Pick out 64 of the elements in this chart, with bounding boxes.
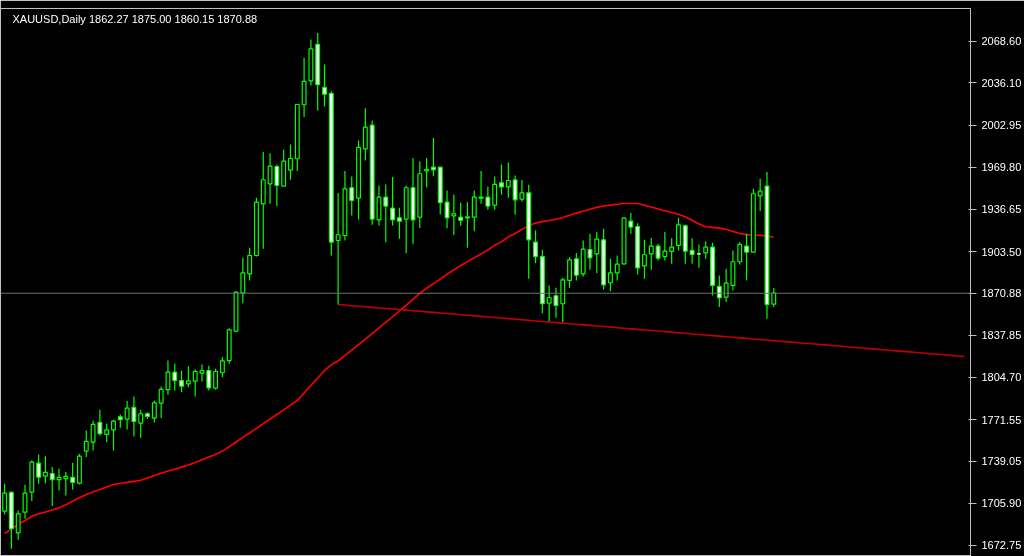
candlestick xyxy=(15,509,21,541)
candlestick xyxy=(179,369,185,393)
candlestick xyxy=(533,229,538,264)
ref-line-label: 1870.88 xyxy=(981,287,1022,300)
candlestick xyxy=(349,175,355,217)
candlestick xyxy=(614,254,620,282)
candlestick xyxy=(172,363,178,392)
line-series xyxy=(3,202,775,535)
y-tick-label: 1705.90 xyxy=(981,497,1022,510)
candlestick xyxy=(22,484,28,520)
y-tick-label: 1672.75 xyxy=(981,539,1022,552)
candlestick xyxy=(396,207,402,240)
candlestick xyxy=(390,176,396,227)
candlestick xyxy=(716,274,722,308)
candlestick xyxy=(458,202,464,227)
y-tick-label: 2068.60 xyxy=(981,35,1022,48)
candlestick xyxy=(219,356,225,378)
candlestick xyxy=(322,63,327,108)
y-tick-label: 1903.50 xyxy=(981,245,1022,258)
y-tick-label: 1837.85 xyxy=(981,329,1022,342)
candlestick xyxy=(648,237,654,271)
candlestick xyxy=(737,241,743,266)
candlestick xyxy=(288,143,293,181)
candlestick xyxy=(471,189,477,232)
candlestick xyxy=(185,365,191,388)
y-tick-label: 2036.10 xyxy=(981,76,1022,89)
candlestick xyxy=(42,455,48,484)
candlestick xyxy=(689,237,695,265)
candlestick xyxy=(567,256,573,289)
candlestick xyxy=(573,252,579,282)
candlestick xyxy=(151,399,157,424)
candlestick xyxy=(607,258,613,292)
y-tick-label: 1739.05 xyxy=(981,455,1022,468)
candlestick xyxy=(744,233,750,282)
candlestick xyxy=(111,419,116,452)
candlestick xyxy=(301,57,307,118)
candlestick xyxy=(213,368,219,391)
candlestick xyxy=(499,163,504,196)
candlestick xyxy=(771,287,777,308)
candlestick xyxy=(424,157,430,188)
candlestick xyxy=(83,429,89,458)
candlestick xyxy=(430,137,436,177)
candlestick xyxy=(676,217,681,252)
candlestick xyxy=(247,247,253,282)
y-tick-label: 2002.95 xyxy=(981,119,1022,132)
candlestick xyxy=(138,409,144,439)
y-tick-label: 1771.55 xyxy=(981,413,1022,426)
candlestick xyxy=(70,462,76,490)
candlestick xyxy=(383,183,389,243)
candlestick xyxy=(464,201,470,249)
candlestick xyxy=(36,453,42,485)
candlestick xyxy=(104,423,110,443)
candlestick xyxy=(641,239,647,280)
candlestick xyxy=(669,237,675,265)
candlestick xyxy=(492,175,498,211)
chart-title: XAUUSD,Daily 1862.27 1875.00 1860.15 1870.88 xyxy=(12,12,258,25)
candlestick xyxy=(49,466,55,507)
line-series xyxy=(337,303,966,358)
y-tick-label: 1936.65 xyxy=(981,203,1022,216)
y-tick-label: 1804.70 xyxy=(981,371,1022,384)
candlestick xyxy=(362,107,368,162)
candlestick xyxy=(560,277,566,323)
y-tick-label: 1969.80 xyxy=(981,161,1022,174)
candlestick xyxy=(505,161,511,199)
